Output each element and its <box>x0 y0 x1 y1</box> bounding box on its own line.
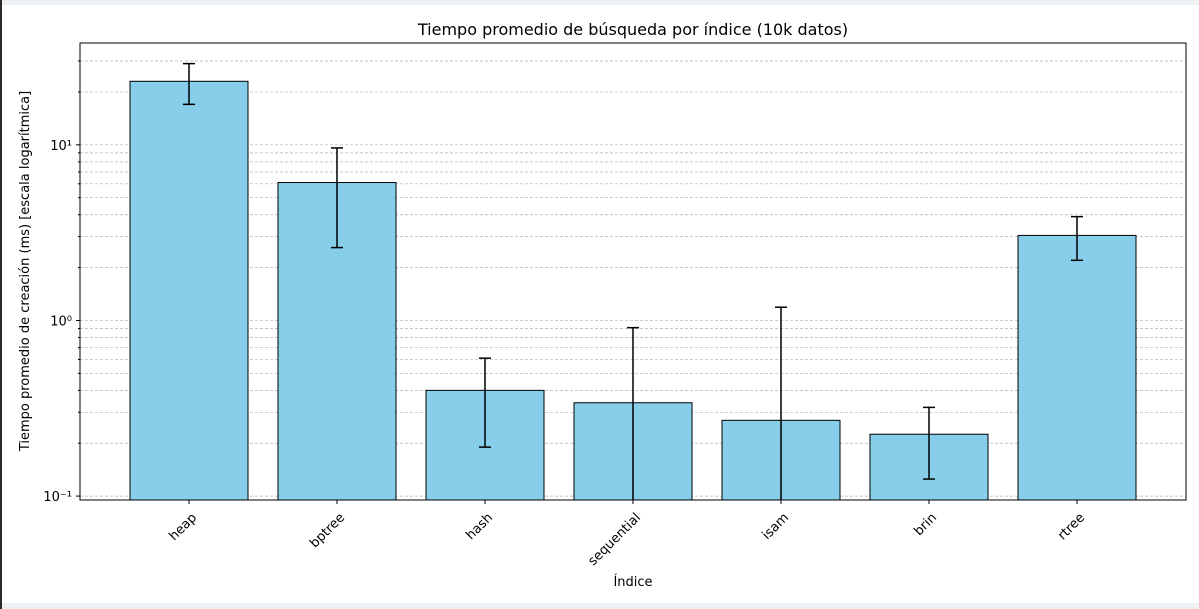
x-tick-label: sequential <box>586 510 645 569</box>
x-tick-label: isam <box>760 510 793 543</box>
x-tick-label: rtree <box>1055 510 1088 543</box>
bar-rtree <box>1017 234 1137 501</box>
x-tick-label: hash <box>463 510 496 543</box>
figure-canvas: Tiempo promedio de búsqueda por índice (… <box>2 5 1199 603</box>
y-tick-label: 10¹ <box>50 139 72 154</box>
y-tick-label: 10⁻¹ <box>43 490 72 505</box>
bar-heap <box>129 80 249 501</box>
y-tick-label: 10⁰ <box>50 314 72 329</box>
y-axis-ticks: 10⁻¹ 10⁰ 10¹ <box>43 60 80 505</box>
window-edge <box>0 0 2 609</box>
error-bar-rtree <box>1071 215 1083 262</box>
x-tick-label: brin <box>911 510 940 539</box>
error-bar-sequential <box>627 326 639 500</box>
error-bar-heap <box>183 62 195 106</box>
error-bars <box>183 62 1083 500</box>
y-axis-label: Tiempo promedio de creación (ms) [escala… <box>18 91 33 452</box>
error-bar-isam <box>775 306 787 500</box>
x-axis-ticks: heap bptree hash sequential isam brin rtree <box>166 500 1088 569</box>
chart-title: Tiempo promedio de búsqueda por índice (… <box>417 20 848 39</box>
error-bar-brin <box>923 406 935 480</box>
x-axis-label: Índice <box>613 574 652 590</box>
x-tick-label: heap <box>166 510 200 544</box>
error-bar-bptree <box>331 147 343 249</box>
error-bar-hash <box>479 357 491 448</box>
x-tick-label: bptree <box>307 510 348 551</box>
